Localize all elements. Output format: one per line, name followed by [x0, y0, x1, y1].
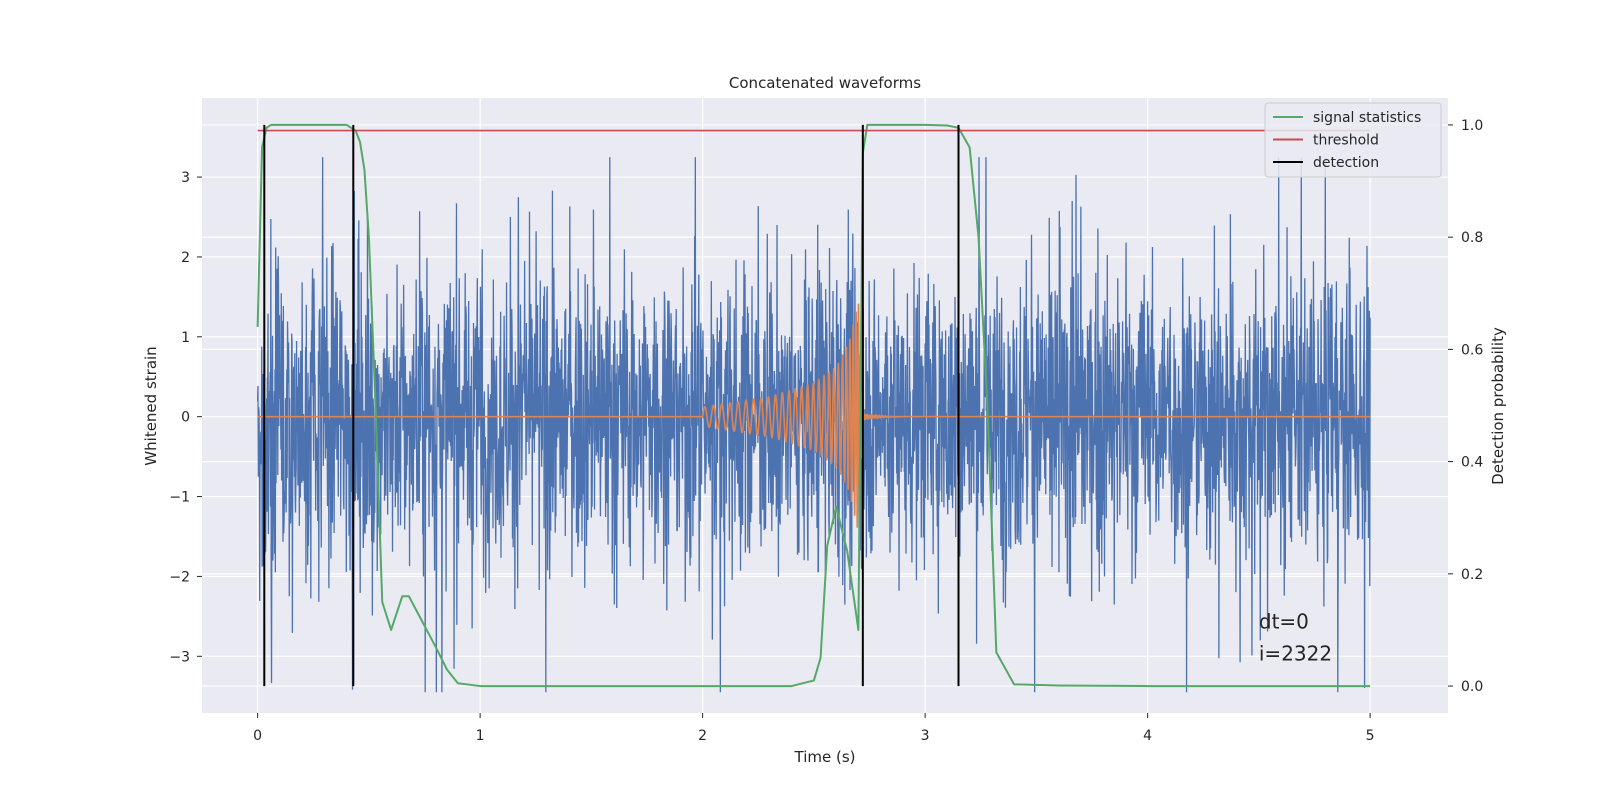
x-tick-label: 3	[921, 728, 930, 744]
x-tick-label: 5	[1366, 728, 1375, 744]
noise-line	[256, 157, 1371, 693]
annotations: dt=0 i=2322	[1259, 609, 1332, 665]
y-axis-ticks: −3 −2 −1 0 1 2 3	[169, 170, 202, 665]
legend: signal statistics threshold detection	[1264, 102, 1442, 178]
y2-tick-label: 0.6	[1461, 342, 1483, 358]
y2-axis-label: Detection probability	[1489, 327, 1507, 485]
y-tick-label: 3	[181, 170, 190, 186]
x-tick-label: 0	[253, 728, 262, 744]
y-tick-label: 2	[181, 250, 190, 266]
legend-box	[1264, 102, 1442, 178]
x-axis-ticks: 0 1 2 3 4 5	[253, 713, 1375, 744]
legend-label: detection	[1313, 155, 1379, 171]
legend-label: threshold	[1313, 133, 1379, 149]
chirp-series	[257, 303, 1371, 528]
y2-tick-label: 0.4	[1461, 455, 1483, 471]
signal-statistics-series	[256, 123, 1371, 688]
y-tick-label: 0	[181, 410, 190, 426]
y2-axis-ticks: 0.0 0.2 0.4 0.6 0.8 1.0	[1448, 118, 1483, 695]
chirp-line	[257, 303, 1371, 528]
y-tick-label: 1	[181, 330, 190, 346]
chart-title: Concatenated waveforms	[729, 74, 921, 92]
y2-tick-label: 1.0	[1461, 118, 1483, 134]
y2-tick-label: 0.2	[1461, 567, 1483, 583]
y2-tick-label: 0.0	[1461, 679, 1483, 695]
annotation-text: i=2322	[1259, 641, 1332, 665]
y2-tick-label: 0.8	[1461, 230, 1483, 246]
annotation-text: dt=0	[1259, 609, 1309, 633]
x-tick-label: 2	[698, 728, 707, 744]
y-axis-label: Whitened strain	[142, 346, 160, 465]
x-axis-label: Time (s)	[794, 748, 856, 766]
y-tick-label: −2	[169, 569, 190, 585]
y-tick-label: −3	[169, 649, 190, 665]
legend-label: signal statistics	[1313, 110, 1421, 126]
x-tick-label: 4	[1143, 728, 1152, 744]
signal-statistics-line	[256, 123, 1371, 688]
x-tick-label: 1	[476, 728, 485, 744]
y-tick-label: −1	[169, 490, 190, 506]
detection-series	[263, 124, 960, 687]
noise-series	[256, 157, 1371, 693]
